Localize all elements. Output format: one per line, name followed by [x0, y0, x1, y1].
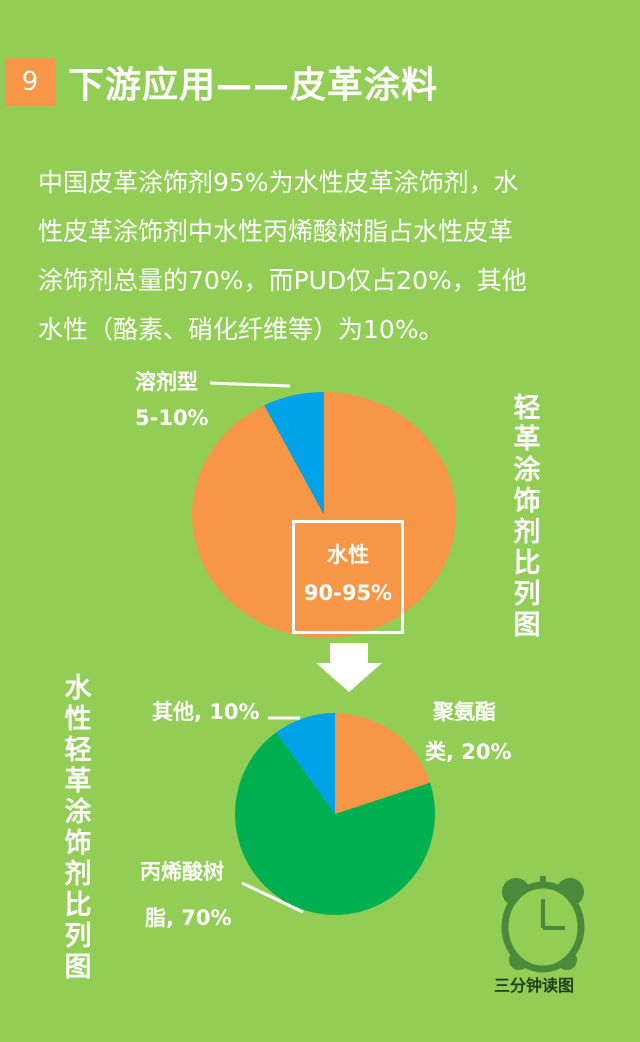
leader-line-solvent: [209, 381, 291, 388]
alarm-clock-icon: [501, 876, 585, 973]
pie-slice-丙烯酸树脂: [234, 732, 436, 916]
paragraph-line: 性皮革涂饰剂中水性丙烯酸树脂占水性皮革: [38, 217, 514, 246]
intro-paragraph: 中国皮革涂饰剂95%为水性皮革涂饰剂，水 性皮革涂饰剂中水性丙烯酸树脂占水性皮革…: [38, 158, 618, 354]
label-solvent-value: 5-10%: [135, 406, 209, 430]
label-acrylic-2: 脂, 70%: [145, 906, 232, 930]
section-number: 9: [5, 58, 55, 106]
pie-slice-聚氨酯类: [335, 713, 431, 814]
label-water-value: 90-95%: [303, 581, 393, 605]
label-solvent-name: 溶剂型: [135, 370, 198, 394]
down-arrow-icon: [316, 643, 382, 692]
label-pu-1: 聚氨酯: [433, 700, 496, 724]
pie-slice-其他: [276, 713, 335, 814]
leader-line-acrylic: [241, 881, 304, 914]
chart1-title: 轻革涂饰剂比列图: [513, 393, 541, 641]
pie-chart-waterborne: [234, 713, 436, 916]
label-pu-2: 类, 20%: [425, 740, 512, 764]
label-acrylic-1: 丙烯酸树: [140, 860, 224, 884]
paragraph-line: 中国皮革涂饰剂95%为水性皮革涂饰剂，水: [38, 168, 519, 197]
waterborne-callout: 水性 90-95%: [292, 520, 404, 634]
label-other: 其他, 10%: [152, 700, 260, 724]
paragraph-line: 涂饰剂总量的70%，而PUD仅占20%，其他: [38, 266, 527, 295]
paragraph-line: 水性（酪素、硝化纤维等）为10%。: [38, 315, 444, 344]
label-water-name: 水性: [327, 543, 369, 567]
logo-text: 三分钟读图: [494, 976, 575, 995]
pie-slice-水性: [192, 391, 457, 638]
chart2-title: 水性轻革涂饰剂比列图: [64, 673, 92, 983]
pie-chart-leather-coating: [192, 391, 457, 638]
pie-slice-溶剂型: [264, 392, 324, 515]
page-title: 下游应用——皮革涂料: [68, 65, 439, 106]
